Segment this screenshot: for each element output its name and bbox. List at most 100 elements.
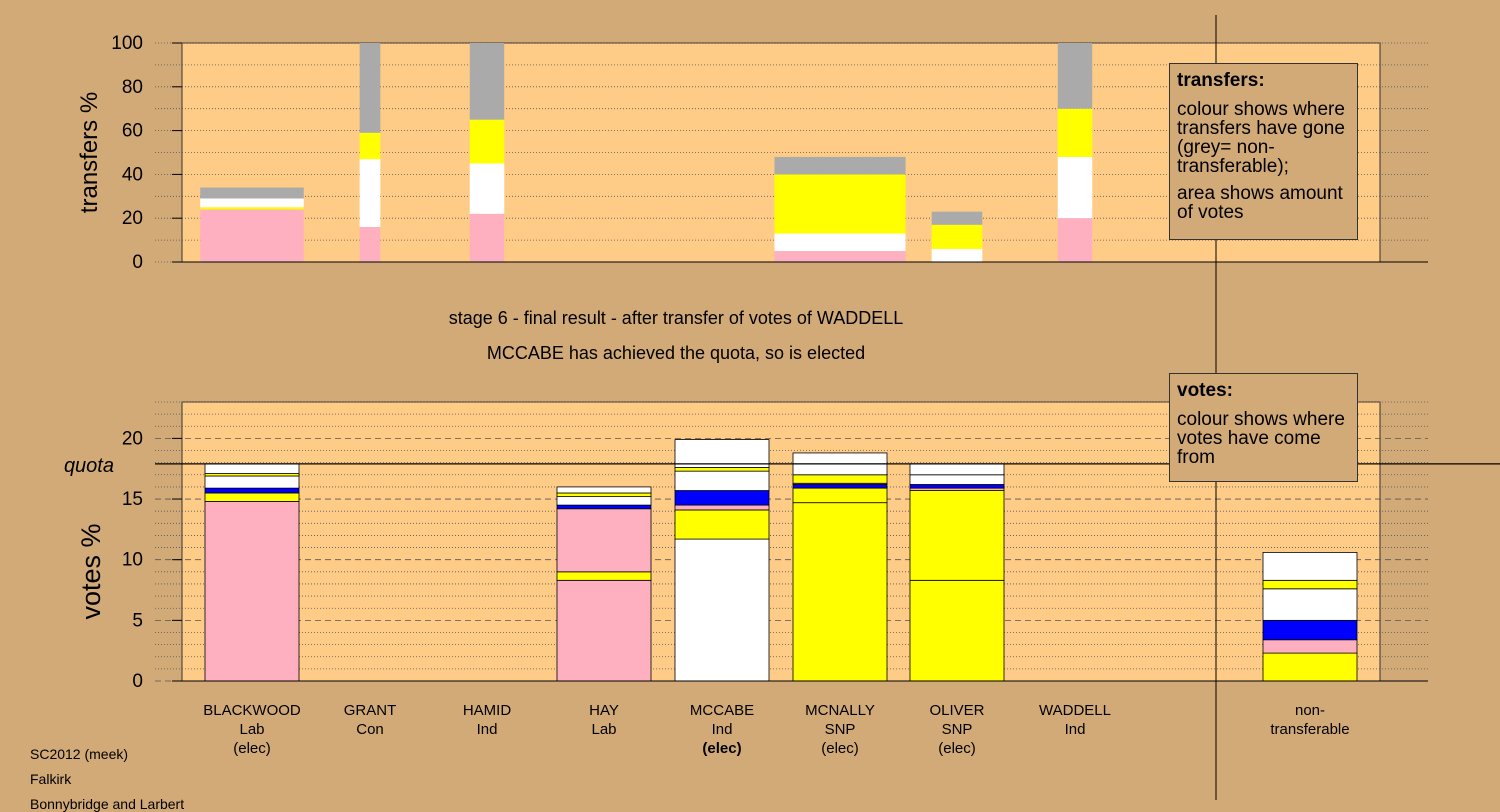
- category-label: SNP: [942, 721, 973, 738]
- transfers-tick-label: 80: [122, 77, 143, 98]
- votes-bar-segment: [674, 467, 770, 472]
- votes-bar-segment: [674, 470, 770, 491]
- votes-bar-segment: [909, 463, 1005, 476]
- transfers-bar-segment: [359, 226, 381, 262]
- legend-transfers-title: transfers:: [1177, 70, 1265, 91]
- votes-bar-segment: [909, 490, 1005, 581]
- footer-line-2: Falkirk: [30, 771, 72, 787]
- transfers-bar-segment: [1057, 43, 1093, 109]
- transfers-tick-label: 40: [122, 164, 143, 185]
- category-label: Ind: [477, 721, 498, 738]
- votes-bar-segment: [556, 496, 652, 506]
- category-label: MCCABE: [690, 702, 754, 719]
- votes-bar-segment: [792, 502, 888, 682]
- transfers-bar-segment: [469, 213, 505, 262]
- votes-bar-segment: [792, 463, 888, 476]
- category-label: SNP: [825, 721, 856, 738]
- transfers-bar-segment: [774, 251, 906, 262]
- votes-bar-segment: [204, 463, 300, 474]
- votes-bar-segment: [1262, 639, 1358, 654]
- votes-bar-segment: [674, 490, 770, 506]
- votes-bar-segment: [1262, 652, 1358, 682]
- transfers-tick-label: 20: [122, 208, 143, 229]
- transfers-axis-label: transfers %: [76, 92, 103, 213]
- votes-bar-segment: [204, 475, 300, 489]
- votes-bar-segment: [1262, 619, 1358, 641]
- transfers-bar-segment: [774, 233, 906, 252]
- transfers-bar-segment: [774, 156, 906, 175]
- transfers-bar-segment: [931, 224, 983, 249]
- votes-tick-label: 5: [132, 610, 143, 631]
- transfers-bar-segment: [469, 43, 505, 120]
- votes-bar-segment: [204, 501, 300, 682]
- category-label: OLIVER: [929, 702, 984, 719]
- category-label: Con: [356, 721, 384, 738]
- transfers-bar-segment: [469, 119, 505, 164]
- category-label: (elec): [938, 740, 976, 757]
- category-label: (elec): [702, 740, 741, 757]
- votes-chart: 0 5 10 15 20 votes % quota BLACKWOOD Lab (elec) GR…: [64, 401, 1500, 757]
- votes-bar-segment: [556, 571, 652, 581]
- transfers-tick-label: 100: [111, 33, 143, 54]
- transfers-bar-segment: [1057, 108, 1093, 157]
- votes-bar-segment: [1262, 579, 1358, 590]
- category-label: transferable: [1270, 721, 1349, 738]
- category-label: Ind: [1065, 721, 1086, 738]
- votes-bar-segment: [674, 504, 770, 511]
- category-label: non-: [1295, 702, 1325, 719]
- category-label: HAMID: [463, 702, 512, 719]
- votes-bar-segment: [674, 509, 770, 540]
- footer-line-1: SC2012 (meek): [30, 746, 129, 762]
- legend-transfers-line2: area shows amount of votes: [1177, 183, 1343, 223]
- transfers-bar-segment: [1057, 156, 1093, 219]
- transfers-bar-segment: [200, 209, 304, 262]
- votes-bar-segment: [556, 492, 652, 498]
- votes-bar-segment: [909, 474, 1005, 485]
- votes-bar-segment: [204, 492, 300, 502]
- votes-bar-segment: [792, 484, 888, 489]
- category-label: HAY: [589, 702, 619, 719]
- votes-bar-segment: [909, 579, 1005, 682]
- category-label: GRANT: [344, 702, 397, 719]
- votes-bar-segment: [204, 487, 300, 494]
- votes-bar-segment: [556, 486, 652, 494]
- votes-tick-label: 15: [122, 489, 143, 510]
- votes-bar-segment: [556, 508, 652, 573]
- votes-tick-label: 20: [122, 428, 143, 449]
- votes-bar-segment: [556, 504, 652, 510]
- legend-votes: votes: colour shows where votes have com…: [1169, 373, 1358, 482]
- votes-bar-segment: [792, 452, 888, 465]
- footer-line-3: Bonnybridge and Larbert: [30, 796, 185, 812]
- category-label: WADDELL: [1039, 702, 1111, 719]
- transfers-bar-segment: [200, 198, 304, 208]
- transfers-bar-segment: [200, 187, 304, 199]
- transfers-bar-segment: [931, 248, 983, 262]
- votes-bar-segment: [556, 579, 652, 682]
- transfers-bar-segment: [469, 163, 505, 214]
- stage-title: stage 6 - final result - after transfer …: [449, 308, 904, 328]
- legend-transfers: transfers: colour shows where transfers …: [1169, 63, 1358, 240]
- votes-bar-segment: [792, 474, 888, 484]
- category-label: (elec): [821, 740, 859, 757]
- votes-bar-segment: [792, 487, 888, 504]
- votes-tick-label: 10: [122, 550, 143, 571]
- transfers-bar-segment: [359, 159, 381, 227]
- legend-transfers-line1: colour shows where transfers have gone (…: [1177, 99, 1345, 177]
- category-label: Ind: [712, 721, 733, 738]
- votes-axis-label: votes %: [76, 523, 106, 619]
- quota-label: quota: [64, 455, 114, 477]
- legend-votes-title: votes:: [1177, 380, 1233, 401]
- transfers-bar-segment: [1057, 218, 1093, 262]
- stage-subtitle: MCCABE has achieved the quota, so is ele…: [487, 343, 865, 363]
- transfers-bar-segment: [200, 207, 304, 210]
- votes-tick-label: 0: [132, 671, 143, 692]
- category-label: MCNALLY: [805, 702, 875, 719]
- votes-bar-segment: [674, 439, 770, 468]
- transfers-bar-segment: [359, 132, 381, 160]
- votes-bar-segment: [674, 538, 770, 682]
- category-label: Lab: [239, 721, 264, 738]
- legend-votes-line1: colour shows where votes have come from: [1177, 409, 1345, 468]
- category-label: (elec): [233, 740, 271, 757]
- category-label: BLACKWOOD: [203, 702, 301, 719]
- transfers-bar-segment: [931, 211, 983, 225]
